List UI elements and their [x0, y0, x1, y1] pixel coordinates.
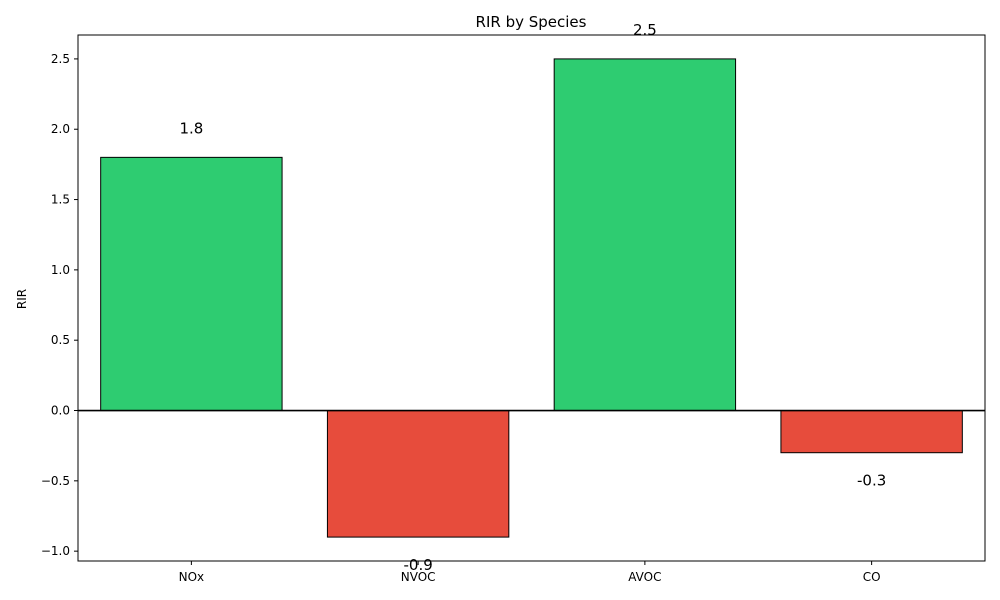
y-tick-label: 2.5 — [51, 52, 70, 66]
x-tick-label: AVOC — [628, 570, 661, 584]
y-tick-label: −1.0 — [41, 544, 70, 558]
y-tick-label: 1.5 — [51, 193, 70, 207]
x-tick-label: NVOC — [401, 570, 436, 584]
data-label: -0.3 — [857, 472, 886, 490]
y-tick-label: 2.0 — [51, 122, 70, 136]
bar-co — [780, 410, 963, 454]
y-tick-label: 1.0 — [51, 263, 70, 277]
plot-area: −1.0 −0.5 0.0 0.5 1.0 1.5 2.0 2.5 NOx NVOC AVOC CO 1… — [41, 21, 986, 584]
chart-title: RIR by Species — [476, 13, 587, 31]
y-axis-label: RIR — [15, 289, 29, 309]
bar-nox — [100, 156, 283, 412]
y-tick-label: −0.5 — [41, 474, 70, 488]
y-tick-label: 0.5 — [51, 333, 70, 347]
x-tick-label: CO — [863, 570, 881, 584]
data-label: 1.8 — [179, 119, 203, 137]
y-tick-label: 0.0 — [51, 404, 70, 418]
data-label: -0.9 — [403, 556, 432, 574]
x-tick-label: NOx — [179, 570, 205, 584]
bar-nvoc — [326, 410, 510, 538]
data-label: 2.5 — [633, 21, 657, 39]
bar-avoc — [553, 58, 737, 412]
plot-frame — [77, 34, 986, 562]
